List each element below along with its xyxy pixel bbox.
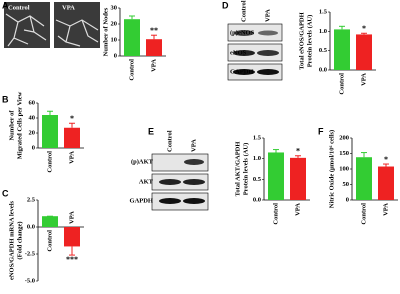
blot-column-label: Control — [240, 0, 247, 22]
x-tick-label: Control — [272, 203, 279, 225]
y-axis-label: Migrated Cells per View — [16, 91, 23, 159]
bar — [334, 29, 350, 70]
y-tick-label: 1.5 — [319, 8, 328, 15]
y-tick-label: 30 — [111, 4, 118, 11]
bar — [146, 39, 162, 56]
x-tick-label: VPA — [294, 203, 301, 216]
y-tick-label: 60 — [29, 99, 36, 106]
bar — [64, 227, 80, 247]
y-tick-label: -5.0 — [25, 277, 35, 284]
panel-letter: E — [148, 126, 154, 136]
image-vpa — [54, 2, 100, 48]
significance: * — [362, 24, 366, 33]
x-tick-label: VPA — [68, 211, 75, 224]
y-axis-label: Protein levels (AU) — [242, 143, 249, 196]
image-label: VPA — [62, 4, 75, 11]
y-axis-label: Protein levels (AU) — [306, 15, 313, 68]
network-pattern — [5, 13, 99, 47]
blot-column-label: Control — [166, 130, 173, 152]
x-tick-label: Control — [360, 203, 367, 225]
y-tick-label: 40 — [29, 114, 36, 121]
microscopy-images — [4, 2, 100, 48]
blot-row-label: GAPDH — [130, 197, 153, 204]
bar — [124, 19, 140, 56]
y-tick-label: 0 — [32, 144, 35, 151]
y-tick-label: 1.0 — [253, 155, 261, 162]
y-tick-label: 0 — [114, 52, 117, 59]
blot-row-label: (p)AKT — [131, 158, 154, 165]
y-tick-label: 1.5 — [253, 134, 262, 141]
blot-column-label: VPA — [190, 139, 197, 152]
image-label: Control — [8, 4, 30, 11]
significance: * — [384, 155, 388, 164]
x-tick-label: Control — [128, 59, 135, 81]
bar — [64, 127, 80, 148]
y-tick-label: 0.0 — [319, 66, 327, 73]
y-axis-label: (Fold change) — [16, 221, 23, 259]
y-axis-label: Total AKT/GAPDH — [234, 142, 241, 197]
significance: *** — [66, 255, 78, 264]
bar — [42, 216, 58, 227]
y-tick-label: 1.0 — [319, 28, 327, 35]
y-tick-label: 10 — [111, 36, 118, 43]
y-tick-label: 20 — [29, 129, 36, 136]
blot-column-label: VPA — [264, 9, 271, 22]
y-tick-label: -2.5 — [25, 250, 36, 257]
x-tick-label: Control — [338, 73, 345, 95]
bar — [268, 152, 284, 200]
y-tick-label: 100 — [339, 165, 349, 172]
panel-letter: F — [318, 126, 324, 136]
bar — [42, 115, 58, 148]
bar — [356, 157, 372, 200]
x-tick-label: VPA — [382, 203, 389, 216]
x-tick-label: VPA — [360, 73, 367, 86]
y-tick-label: 0.5 — [253, 176, 262, 183]
significance: * — [296, 147, 300, 156]
y-tick-label: 2.5 — [27, 196, 36, 203]
y-axis-label: Number of — [8, 110, 15, 141]
significance: * — [70, 114, 74, 123]
x-tick-label: VPA — [150, 59, 157, 72]
blot-row-label: AKT — [139, 178, 154, 185]
panel-letter: C — [2, 188, 9, 198]
panel-letter: D — [222, 0, 229, 10]
panel-letter: B — [2, 94, 9, 104]
x-tick-label: Control — [46, 230, 53, 252]
significance: ** — [150, 26, 158, 35]
blot-row-label: eNOS — [230, 49, 247, 56]
y-tick-label: 0.0 — [27, 223, 35, 230]
y-axis-label: Nitric Oxide (µmol/10⁶ cells) — [328, 130, 335, 208]
blot-row-label: (p)eNOS — [230, 29, 255, 36]
y-tick-label: 0 — [346, 196, 349, 203]
y-tick-label: 20 — [111, 20, 118, 27]
y-axis-label: Number of Nodes — [102, 7, 109, 56]
bar — [290, 157, 306, 200]
y-tick-label: 0.0 — [253, 196, 261, 203]
y-tick-label: 150 — [339, 150, 349, 157]
y-axis-label: eNOS/GAPDH mRNA levels — [8, 200, 15, 280]
y-tick-label: 50 — [343, 181, 350, 188]
panel-letter: A — [2, 0, 9, 10]
y-axis-label: Total eNOS/GAPDH — [298, 12, 305, 69]
blot-d — [227, 23, 283, 81]
blot-e — [151, 153, 209, 211]
y-tick-label: 200 — [339, 134, 349, 141]
bar — [378, 166, 394, 200]
x-tick-label: Control — [46, 151, 53, 173]
bar — [356, 34, 372, 70]
blot-row-label: GAPDH — [230, 68, 253, 75]
y-tick-label: 0.5 — [319, 47, 328, 54]
x-tick-label: VPA — [68, 151, 75, 164]
